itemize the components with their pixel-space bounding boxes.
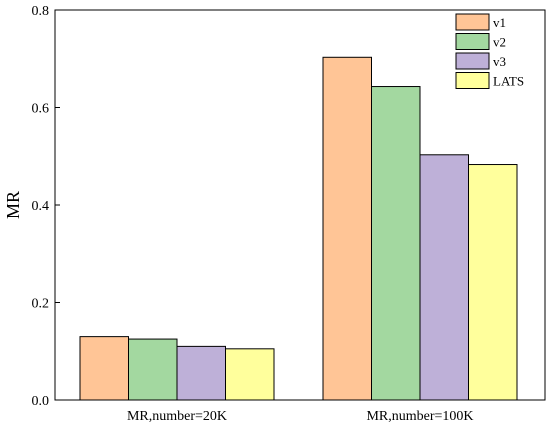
legend-label-v2: v2: [493, 35, 506, 50]
legend-swatch-v3: [455, 52, 490, 70]
x-tick-label: MR,number=20K: [127, 409, 227, 424]
bar-v2-2: [371, 86, 421, 401]
legend: v1 v2 v3 LATS: [455, 13, 524, 89]
y-tick-label: 0.8: [32, 4, 50, 19]
y-axis: 0.0 0.2 0.4 0.6 0.8: [32, 4, 60, 409]
bar-lats-2: [468, 164, 518, 401]
legend-label-lats: LATS: [493, 74, 524, 89]
x-tick-label: MR,number=100K: [366, 409, 473, 424]
legend-swatch-v1: [455, 13, 490, 31]
y-tick-label: 0.6: [32, 102, 50, 117]
bar-v3-1: [176, 345, 226, 401]
legend-label-v3: v3: [493, 54, 506, 69]
y-tick-label: 0.2: [32, 297, 50, 312]
legend-swatch-v2: [455, 33, 490, 50]
bar-v2-1: [128, 338, 178, 401]
legend-label-v1: v1: [493, 15, 506, 30]
x-axis: MR,number=20K MR,number=100K: [127, 395, 474, 424]
y-tick-label: 0.4: [32, 199, 50, 214]
bars: [79, 56, 518, 401]
bar-v3-2: [419, 154, 469, 401]
legend-swatch-lats: [455, 72, 490, 89]
y-axis-title: MR: [3, 191, 23, 219]
bar-v1-2: [322, 56, 372, 401]
bar-lats-1: [225, 348, 275, 401]
y-tick-label: 0.0: [32, 394, 50, 409]
bar-v1-1: [79, 336, 129, 401]
